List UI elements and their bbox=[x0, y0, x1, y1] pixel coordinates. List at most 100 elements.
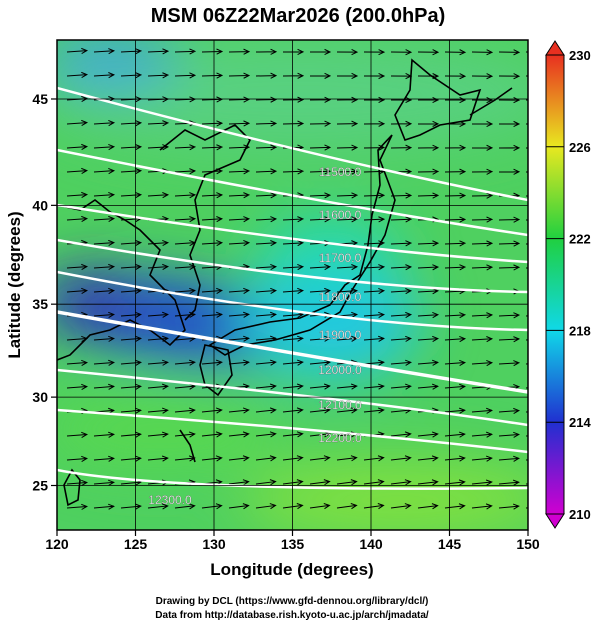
wind-arrow bbox=[66, 431, 88, 438]
wind-arrow bbox=[471, 240, 494, 247]
wind-arrow bbox=[120, 383, 142, 390]
wind-arrow bbox=[255, 72, 278, 79]
wind-arrow bbox=[498, 503, 520, 510]
wind-arrow bbox=[282, 96, 305, 103]
wind-arrow bbox=[390, 264, 413, 271]
contour-label: 12100.0 bbox=[318, 398, 362, 412]
wind-arrow bbox=[390, 383, 412, 390]
wind-arrow bbox=[66, 335, 88, 342]
wind-arrow bbox=[201, 407, 223, 414]
wind-arrow bbox=[444, 431, 466, 438]
wind-arrow bbox=[282, 120, 305, 127]
wind-arrow bbox=[363, 72, 386, 80]
wind-vectors bbox=[66, 47, 528, 510]
wind-arrow bbox=[309, 96, 332, 103]
wind-arrow bbox=[417, 288, 440, 295]
wind-arrow bbox=[444, 335, 467, 343]
wind-arrow bbox=[417, 503, 439, 510]
wind-arrow bbox=[471, 407, 493, 414]
wind-arrow bbox=[93, 263, 116, 270]
wind-arrow bbox=[471, 359, 494, 367]
wind-arrow bbox=[525, 291, 528, 293]
wind-arrow bbox=[228, 192, 251, 199]
wind-arrow bbox=[309, 72, 332, 79]
wind-arrow bbox=[147, 359, 169, 366]
wind-arrow bbox=[147, 431, 169, 438]
wind-arrow bbox=[390, 192, 413, 199]
wind-arrow bbox=[201, 311, 223, 318]
wind-arrow bbox=[363, 335, 385, 342]
wind-arrow bbox=[93, 383, 115, 390]
wind-arrow bbox=[390, 240, 413, 247]
wind-arrow bbox=[174, 359, 196, 366]
colorbar-extend-top bbox=[545, 40, 565, 56]
wind-arrow bbox=[147, 503, 169, 510]
wind-arrow bbox=[444, 49, 467, 56]
wind-arrow bbox=[336, 479, 358, 486]
wind-arrow bbox=[444, 240, 467, 247]
wind-arrow bbox=[390, 216, 413, 223]
wind-arrow bbox=[417, 479, 439, 486]
credit-text: Drawing by DCL (https://www.gfd-dennou.o… bbox=[156, 596, 429, 607]
wind-arrow bbox=[498, 336, 521, 343]
coastline bbox=[199, 344, 233, 397]
wind-arrow bbox=[174, 383, 196, 390]
wind-arrow bbox=[93, 72, 116, 79]
contour-label: 11500.0 bbox=[319, 165, 362, 179]
wind-arrow bbox=[336, 49, 359, 56]
wind-arrow bbox=[363, 479, 385, 486]
wind-arrow bbox=[174, 168, 197, 175]
wind-arrow bbox=[309, 503, 331, 510]
wind-arrow bbox=[93, 503, 115, 510]
wind-arrow bbox=[417, 73, 440, 80]
wind-arrow bbox=[336, 264, 359, 271]
coastline bbox=[208, 134, 396, 356]
wind-arrow bbox=[444, 503, 466, 510]
wind-arrow bbox=[525, 195, 528, 197]
wind-arrow bbox=[525, 363, 528, 365]
wind-arrow bbox=[174, 216, 197, 223]
wind-arrow bbox=[390, 479, 412, 486]
coastlines bbox=[57, 58, 513, 507]
wind-arrow bbox=[390, 431, 412, 438]
wind-arrow bbox=[147, 120, 170, 127]
wind-arrow bbox=[120, 239, 143, 247]
wind-arrow bbox=[309, 192, 332, 199]
wind-arrow bbox=[444, 96, 467, 104]
wind-arrow bbox=[120, 311, 142, 318]
wind-arrow bbox=[255, 431, 277, 438]
wind-arrow bbox=[498, 168, 521, 175]
wind-arrow bbox=[471, 120, 494, 128]
wind-arrow bbox=[444, 455, 466, 462]
wind-arrow bbox=[417, 144, 440, 151]
wind-arrow bbox=[120, 168, 143, 175]
chart-title: MSM 06Z22Mar2026 (200.0hPa) bbox=[151, 5, 446, 27]
wind-arrow bbox=[93, 215, 116, 223]
wind-arrow bbox=[471, 479, 493, 486]
wind-arrow bbox=[174, 48, 197, 55]
wind-arrow bbox=[444, 120, 467, 127]
wind-arrow bbox=[147, 192, 170, 199]
wind-arrow bbox=[174, 407, 196, 414]
wind-arrow bbox=[147, 239, 170, 247]
wind-arrow bbox=[228, 479, 250, 486]
wind-arrow bbox=[525, 267, 528, 269]
x-tick-label: 145 bbox=[438, 536, 462, 552]
wind-arrow bbox=[498, 216, 521, 223]
wind-arrow bbox=[120, 503, 142, 510]
wind-arrow bbox=[93, 479, 115, 486]
x-tick-label: 130 bbox=[202, 536, 226, 552]
wind-arrow bbox=[174, 192, 197, 199]
colorbar-scale bbox=[545, 54, 565, 515]
wind-arrow bbox=[66, 263, 89, 270]
colorbar-tick-label: 222 bbox=[569, 232, 591, 247]
wind-arrow bbox=[417, 383, 439, 390]
wind-arrow bbox=[228, 407, 250, 414]
x-tick-label: 125 bbox=[124, 536, 148, 552]
wind-arrow bbox=[120, 263, 143, 270]
wind-arrow bbox=[471, 73, 494, 80]
wind-arrow bbox=[228, 455, 250, 462]
colorbar-tick-label: 218 bbox=[569, 323, 591, 338]
wind-arrow bbox=[174, 287, 196, 294]
